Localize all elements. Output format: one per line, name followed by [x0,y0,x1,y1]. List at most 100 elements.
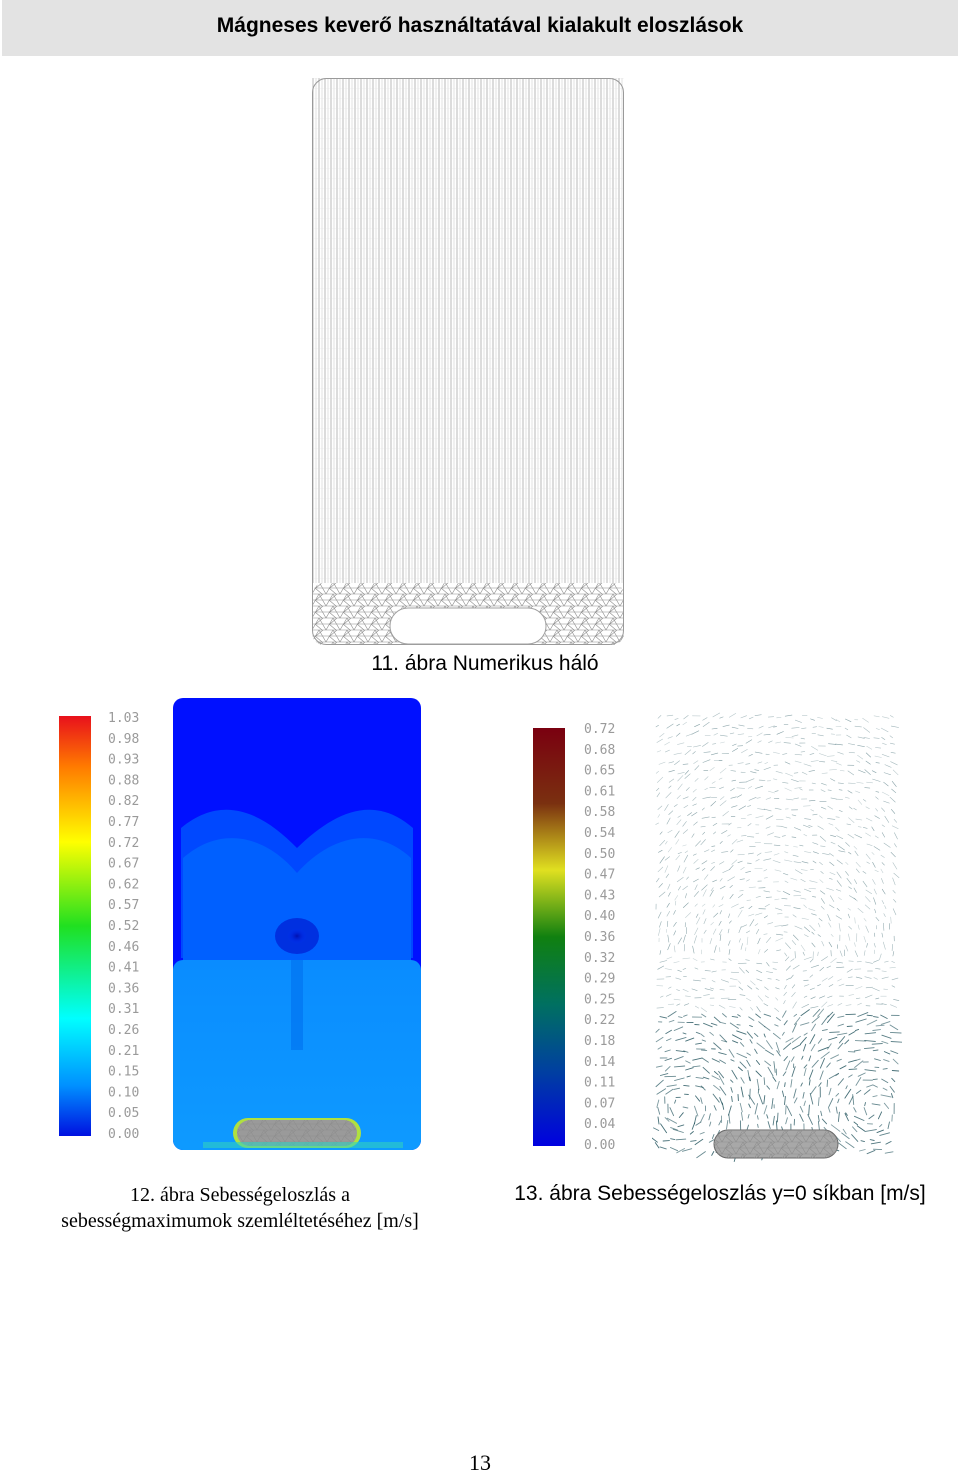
velocity-vector [739,806,746,810]
velocity-vector [757,853,761,855]
velocity-vector [703,832,705,834]
velocity-vector [746,740,752,743]
velocity-vector [702,861,707,864]
velocity-vector [668,884,670,889]
velocity-vector [876,797,879,799]
velocity-vector [702,904,705,906]
velocity-vector [836,827,840,831]
velocity-vector [711,867,715,871]
velocity-vector [719,778,722,779]
velocity-vector [673,1129,683,1132]
colorbar-tick-label: 0.14 [584,1055,615,1070]
velocity-vector [786,1061,790,1070]
velocity-vector [854,1116,864,1120]
velocity-vector [774,727,777,728]
velocity-vector [813,861,816,863]
velocity-vector [738,981,740,984]
velocity-vector [828,914,831,920]
velocity-vector [891,852,895,857]
velocity-vector [890,736,893,738]
velocity-vector [838,1143,846,1149]
velocity-vector [813,852,818,854]
velocity-vector [831,958,837,962]
velocity-vector [866,987,872,988]
velocity-vector [759,1022,765,1027]
velocity-vector [794,828,801,831]
velocity-vector [733,1035,742,1040]
velocity-vector [847,969,852,972]
velocity-vector [804,1101,805,1106]
velocity-vector [660,832,662,835]
velocity-vector [856,1059,860,1060]
velocity-vector [656,1080,663,1086]
velocity-vector [876,1025,884,1026]
velocity-vector [792,1067,795,1077]
velocity-vector [892,944,893,950]
velocity-vector [793,965,799,969]
velocity-vector [786,1118,788,1124]
velocity-vector [836,744,843,745]
velocity-vector [890,797,895,802]
velocity-vector [670,1148,677,1151]
velocity-vector [801,751,805,752]
figure-11-caption: 11. ábra Numerikus háló [300,652,670,676]
velocity-vector [838,1079,843,1085]
velocity-vector [777,732,784,735]
velocity-vector [891,752,895,753]
colorbar-tick-label: 0.26 [108,1023,139,1038]
velocity-vector [720,797,724,800]
velocity-vector [854,898,857,901]
velocity-vector [675,719,678,720]
velocity-vector [749,717,753,719]
velocity-vector [802,918,809,919]
velocity-vector [710,890,714,896]
velocity-vector [694,859,698,863]
velocity-vector [740,1103,742,1112]
velocity-vector [677,724,680,726]
velocity-vector [740,995,745,996]
velocity-vector [675,1100,676,1103]
velocity-vector [846,1005,851,1006]
velocity-vector [702,1014,706,1017]
velocity-vector [783,891,790,894]
velocity-vector [882,1035,891,1038]
velocity-vector [685,774,690,779]
velocity-vector [873,1085,878,1087]
velocity-vector [671,1139,675,1140]
velocity-vector [711,922,714,925]
velocity-vector [838,1112,839,1121]
colorbar-tick-label: 0.40 [584,909,615,924]
velocity-vector [873,960,878,962]
velocity-vector [669,779,674,782]
velocity-vector [686,1068,694,1070]
velocity-vector [695,724,700,726]
velocity-vector [811,761,818,762]
velocity-vector [739,725,745,726]
velocity-vector [732,806,738,808]
velocity-vector [808,1115,813,1125]
velocity-vector [830,873,835,875]
velocity-vector [751,1007,753,1010]
velocity-vector [685,913,690,918]
velocity-vector [675,1078,685,1081]
velocity-vector [870,1140,874,1141]
velocity-vector [882,743,886,745]
velocity-vector [656,823,659,825]
velocity-vector [731,1080,733,1082]
velocity-vector [747,880,750,882]
velocity-vector [783,782,789,783]
velocity-vector [720,787,724,789]
velocity-vector [711,1023,717,1025]
velocity-vector [831,1055,839,1059]
velocity-vector [893,909,896,915]
velocity-vector [757,1007,761,1012]
velocity-vector [829,977,833,980]
velocity-vector [785,715,792,716]
velocity-vector [683,886,688,890]
velocity-vector [794,891,801,893]
velocity-vector [652,1137,657,1142]
velocity-vector [792,985,795,988]
velocity-vector [757,979,762,981]
velocity-vector [738,894,742,898]
velocity-vector [668,892,670,896]
